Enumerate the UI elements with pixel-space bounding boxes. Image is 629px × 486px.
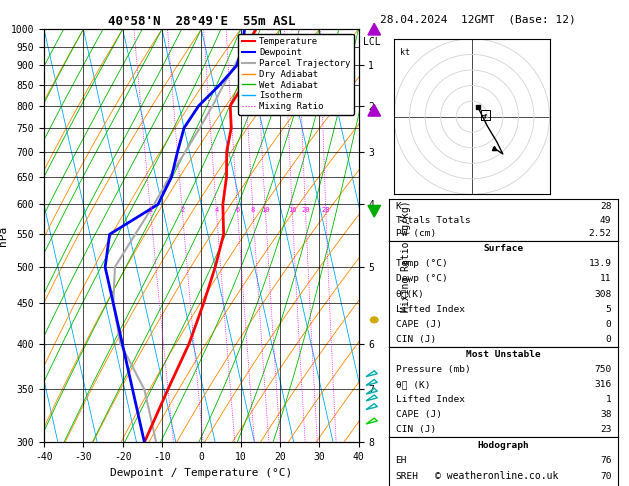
Text: 1: 1 (148, 207, 153, 213)
Text: 10: 10 (261, 207, 270, 213)
Text: kt: kt (400, 48, 410, 57)
Text: Mixing Ratio (g/kg): Mixing Ratio (g/kg) (401, 201, 411, 312)
Text: CAPE (J): CAPE (J) (396, 410, 442, 419)
Text: 2: 2 (180, 207, 184, 213)
Text: 8: 8 (251, 207, 255, 213)
Text: 316: 316 (594, 381, 611, 389)
Text: LCL: LCL (363, 37, 381, 48)
Text: 0: 0 (606, 335, 611, 345)
Text: SREH: SREH (396, 472, 419, 481)
Text: 76: 76 (600, 456, 611, 465)
Y-axis label: hPa: hPa (0, 226, 8, 246)
Text: Most Unstable: Most Unstable (466, 350, 541, 360)
Text: Dewp (°C): Dewp (°C) (396, 274, 447, 283)
Text: 13.9: 13.9 (588, 259, 611, 268)
Legend: Temperature, Dewpoint, Parcel Trajectory, Dry Adiabat, Wet Adiabat, Isotherm, Mi: Temperature, Dewpoint, Parcel Trajectory… (238, 34, 354, 115)
X-axis label: Dewpoint / Temperature (°C): Dewpoint / Temperature (°C) (110, 468, 292, 478)
Text: 23: 23 (600, 425, 611, 434)
Text: CIN (J): CIN (J) (396, 335, 436, 345)
Text: θᴜ(K): θᴜ(K) (396, 290, 425, 298)
Text: Totals Totals: Totals Totals (396, 216, 470, 225)
Text: 750: 750 (594, 365, 611, 375)
Text: 6: 6 (235, 207, 240, 213)
Y-axis label: km
ASL: km ASL (391, 225, 408, 246)
Text: 28.04.2024  12GMT  (Base: 12): 28.04.2024 12GMT (Base: 12) (380, 15, 576, 25)
Text: CIN (J): CIN (J) (396, 425, 436, 434)
Text: 1: 1 (606, 396, 611, 404)
Text: θᴜ (K): θᴜ (K) (396, 381, 430, 389)
Text: 70: 70 (600, 472, 611, 481)
Text: 4: 4 (214, 207, 218, 213)
Text: 38: 38 (600, 410, 611, 419)
Text: 16: 16 (288, 207, 296, 213)
Text: 49: 49 (600, 216, 611, 225)
Text: Lifted Index: Lifted Index (396, 396, 465, 404)
Text: PW (cm): PW (cm) (396, 229, 436, 239)
Text: Temp (°C): Temp (°C) (396, 259, 447, 268)
Text: 40°58'N  28°49'E  55m ASL: 40°58'N 28°49'E 55m ASL (108, 15, 295, 28)
Text: © weatheronline.co.uk: © weatheronline.co.uk (435, 471, 559, 481)
Text: 28: 28 (600, 202, 611, 211)
Text: 20: 20 (301, 207, 309, 213)
Text: CAPE (J): CAPE (J) (396, 320, 442, 329)
Text: Surface: Surface (484, 243, 523, 253)
Text: Pressure (mb): Pressure (mb) (396, 365, 470, 375)
Text: 28: 28 (321, 207, 330, 213)
Text: EH: EH (396, 456, 407, 465)
Text: 0: 0 (606, 320, 611, 329)
Text: Lifted Index: Lifted Index (396, 305, 465, 314)
Text: 11: 11 (600, 274, 611, 283)
Text: 308: 308 (594, 290, 611, 298)
Text: K: K (396, 202, 401, 211)
Text: 5: 5 (606, 305, 611, 314)
Text: Hodograph: Hodograph (477, 441, 530, 450)
Text: 2.52: 2.52 (588, 229, 611, 239)
